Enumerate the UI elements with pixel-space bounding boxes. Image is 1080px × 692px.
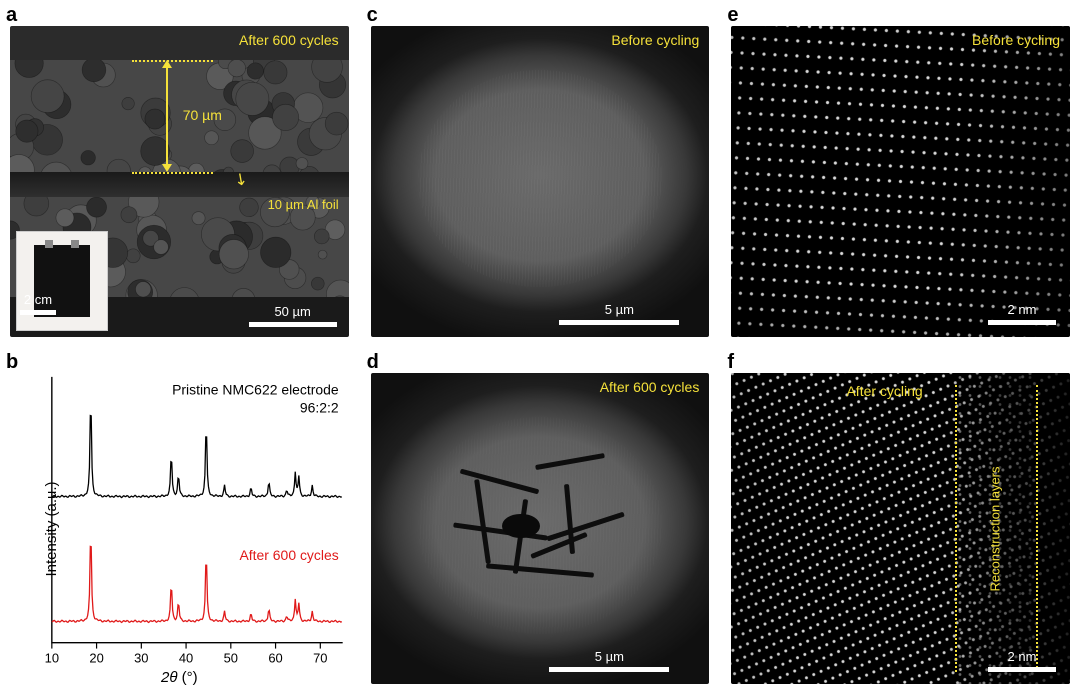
panel-e-scalebar-label: 2 nm [1008, 302, 1037, 317]
svg-text:40: 40 [179, 650, 193, 665]
x-axis-label: 2θ (°) [161, 669, 198, 686]
svg-text:60: 60 [268, 650, 282, 665]
panel-c-label: c [367, 4, 378, 27]
y-axis-label: Intensity (a.u.) [43, 481, 60, 576]
panel-a-scalebar-label: 50 µm [274, 304, 310, 319]
panel-f-scalebar-label: 2 nm [1008, 649, 1037, 664]
foil-label: 10 µm Al foil [268, 197, 339, 212]
panel-f-label: f [727, 351, 734, 374]
panel-b: b 10203040506070Pristine NMC622 electrod… [10, 355, 349, 684]
svg-text:20: 20 [89, 650, 103, 665]
panel-d-image: After 600 cycles 5 µm [371, 373, 710, 684]
inset-photo [16, 231, 108, 331]
panel-c-scalebar: 5 µm [559, 302, 679, 325]
panel-d: d After 600 cycles 5 µm [371, 355, 710, 684]
thickness-label: 70 µm [183, 107, 222, 123]
panel-d-scalebar: 5 µm [549, 649, 669, 672]
panel-a-label: a [6, 4, 17, 27]
svg-text:70: 70 [313, 650, 327, 665]
panel-c-image: Before cycling 5 µm [371, 26, 710, 337]
svg-text:After 600 cycles: After 600 cycles [239, 547, 338, 563]
svg-text:50: 50 [224, 650, 238, 665]
inset-scalebar: 2 cm [20, 292, 56, 315]
panel-c-scalebar-label: 5 µm [605, 302, 634, 317]
panel-d-scalebar-label: 5 µm [595, 649, 624, 664]
xrd-plot: 10 20 30 40 50 60 70 Pristine NMC622 electrode9… [10, 373, 349, 684]
panel-a-scalebar: 50 µm [249, 304, 337, 327]
cracks-container [405, 404, 676, 653]
particles-top [10, 60, 349, 182]
panel-c: c Before cycling 5 µm [371, 8, 710, 337]
panel-e-title: Before cycling [972, 32, 1060, 48]
panel-e: e Before cycling 2 nm [731, 8, 1070, 337]
thickness-arrow [166, 66, 168, 166]
panel-f: f After cycling Reconstruction layers 2 … [731, 355, 1070, 684]
svg-text:30: 30 [134, 650, 148, 665]
panel-d-label: d [367, 351, 379, 374]
panel-e-scalebar: 2 nm [988, 302, 1056, 325]
svg-text:Pristine NMC622 electrode: Pristine NMC622 electrode [172, 382, 339, 398]
panel-c-title: Before cycling [611, 32, 699, 48]
svg-text:10: 10 [45, 650, 59, 665]
dotline-left [955, 385, 957, 671]
panel-e-image: Before cycling 2 nm [731, 26, 1070, 337]
panel-f-scalebar: 2 nm [988, 649, 1056, 672]
panel-f-title: After cycling [846, 383, 922, 399]
xrd-svg: 10 20 30 40 50 60 70 Pristine NMC622 electrode9… [10, 373, 349, 684]
svg-text:96:2:2: 96:2:2 [300, 399, 339, 415]
panel-a-image: After 600 cycles 70 µm ↘ 10 µm Al foil 2… [10, 26, 349, 337]
panel-a-title: After 600 cycles [239, 32, 339, 48]
inset-scalebar-label: 2 cm [24, 292, 52, 307]
panel-a: a After 600 cycles 70 µm ↘ 10 [10, 8, 349, 337]
reconstruction-label: Reconstruction layers [988, 466, 1003, 591]
panel-f-image: After cycling Reconstruction layers 2 nm [731, 373, 1070, 684]
panel-d-title: After 600 cycles [600, 379, 700, 395]
panel-e-label: e [727, 4, 738, 27]
dotline-right [1036, 385, 1038, 671]
panel-b-label: b [6, 351, 18, 374]
